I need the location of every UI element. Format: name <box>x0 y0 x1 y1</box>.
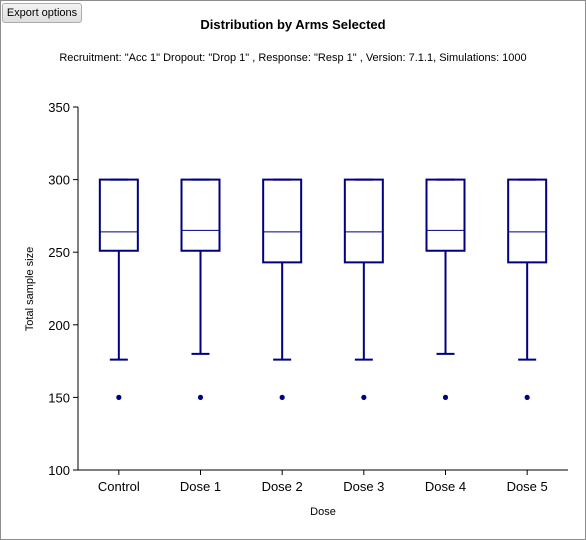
x-tick-label: Dose 4 <box>425 479 466 494</box>
y-tick-label: 100 <box>48 463 70 478</box>
x-tick-label: Dose 3 <box>343 479 384 494</box>
outlier-point <box>197 394 204 400</box>
x-tick-label: Dose 2 <box>262 479 303 494</box>
outlier-point <box>361 394 367 400</box>
x-tick-label: Dose 1 <box>180 479 221 494</box>
box-group <box>262 178 303 400</box>
box-group <box>425 178 466 400</box>
y-tick-label: 250 <box>48 245 70 260</box>
outlier-point <box>116 394 122 400</box>
box-group <box>343 178 384 400</box>
x-tick-label: Control <box>98 479 140 494</box>
outlier-point <box>524 394 530 400</box>
chart-title: Distribution by Arms Selected <box>200 17 385 32</box>
x-tick-label: Dose 5 <box>507 479 548 494</box>
chart-subtitle: Recruitment: "Acc 1" Dropout: "Drop 1" ,… <box>59 52 526 64</box>
box-iqr <box>425 178 466 252</box>
axes: 100 150 200 250 300 350 Control Dose 1 Dose 2 Dos… <box>48 100 568 494</box>
x-axis-label: Dose <box>310 506 336 518</box>
box-group <box>180 178 221 400</box>
y-tick-label: 150 <box>48 390 70 405</box>
box-iqr <box>180 178 221 252</box>
box-iqr <box>98 178 139 252</box>
y-tick-label: 350 <box>48 100 70 115</box>
outlier-point <box>279 394 285 400</box>
box-marks <box>98 178 548 400</box>
y-axis-label: Total sample size <box>24 247 36 331</box>
box-group <box>507 178 548 400</box>
box-iqr <box>343 178 384 264</box>
export-options-button[interactable]: Export options <box>2 3 82 23</box>
box-group <box>98 178 139 400</box>
y-tick-label: 200 <box>48 318 70 333</box>
box-iqr <box>507 178 548 264</box>
box-iqr <box>262 178 303 264</box>
outlier-point <box>442 394 449 400</box>
y-tick-label: 300 <box>48 173 70 188</box>
